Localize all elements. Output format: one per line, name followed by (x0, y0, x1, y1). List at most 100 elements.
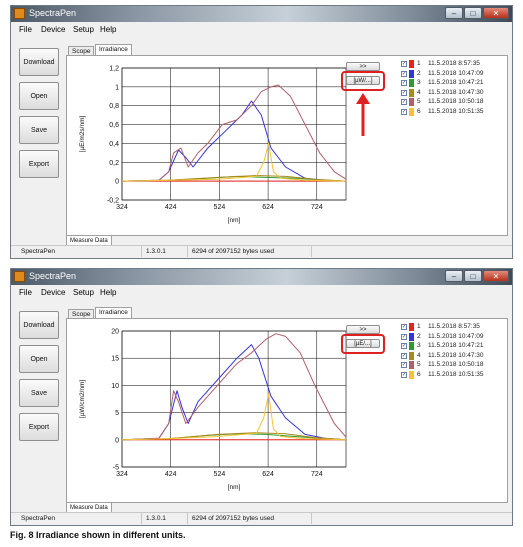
checkbox-icon[interactable]: ✓ (401, 343, 407, 349)
y-tick-label: 0 (115, 437, 119, 444)
save-button[interactable]: Save (19, 379, 59, 407)
x-tick-label: 724 (311, 204, 323, 211)
x-tick-label: 624 (262, 204, 274, 211)
maximize-button[interactable]: □ (464, 270, 482, 282)
status-version: 1.3.0.1 (141, 513, 166, 524)
open-button[interactable]: Open (19, 82, 59, 110)
series-line-5 (121, 84, 347, 182)
status-app-name: SpectraPen (21, 515, 55, 522)
expand-button[interactable]: >> (346, 62, 380, 71)
series-number: 1 (417, 60, 421, 67)
menu-help[interactable]: Help (100, 25, 117, 34)
series-timestamp: 11.5.2018 8:57:35 (428, 323, 480, 330)
y-tick-label: 0,2 (109, 160, 119, 167)
series-line-6 (121, 393, 347, 441)
menu-setup[interactable]: Setup (73, 25, 94, 34)
checkbox-icon[interactable]: ✓ (401, 362, 407, 368)
series-number: 2 (417, 332, 421, 340)
y-tick-label: 20 (111, 329, 119, 336)
download-button[interactable]: Download (19, 48, 59, 76)
save-button[interactable]: Save (19, 116, 59, 144)
minimize-button[interactable]: ‒ (445, 270, 463, 282)
irradiance-panel: -5 0 5 10 15 20 324 424 524 624 724 [nm] [µW/cm2/nm]… (66, 318, 508, 503)
irradiance-chart-bottom: -5 0 5 10 15 20 324 424 524 624 724 [nm] [µW/cm2/nm] (79, 329, 347, 491)
series-swatch (409, 323, 414, 331)
expand-button[interactable]: >> (346, 325, 380, 334)
status-bar: SpectraPen 1.3.0.1 6294 of 2097152 bytes… (11, 245, 512, 258)
checkbox-icon[interactable]: ✓ (401, 352, 407, 359)
series-line-2 (121, 344, 347, 441)
checkbox-icon[interactable]: ✓ (401, 70, 407, 77)
plot-frame (121, 67, 347, 201)
checkbox-icon[interactable]: ✓ (401, 108, 407, 115)
open-button[interactable]: Open (19, 345, 59, 373)
status-memory: 6294 of 2097152 bytes used (187, 246, 274, 257)
irradiance-chart-top: -0,2 0 0,2 0,4 0,6 0,8 1 1,2 324 424 524 624 724 [nm]… (79, 66, 347, 224)
highlight-frame (341, 71, 385, 91)
highlight-frame (341, 334, 385, 354)
minimize-button[interactable]: ‒ (445, 7, 463, 19)
x-tick-label: 324 (116, 471, 128, 478)
checkbox-icon[interactable]: ✓ (401, 333, 407, 340)
export-button[interactable]: Export (19, 413, 59, 441)
series-line-5 (121, 333, 347, 441)
status-bar: SpectraPen 1.3.0.1 6294 of 2097152 bytes… (11, 512, 512, 525)
menu-device[interactable]: Device (41, 288, 66, 297)
y-tick-label: 10 (111, 383, 119, 390)
x-tick-label: 424 (165, 204, 177, 211)
y-tick-label: -0,2 (107, 198, 119, 205)
series-number: 1 (417, 323, 421, 330)
unit-toggle-button[interactable]: [µW/...] (346, 76, 380, 85)
export-button[interactable]: Export (19, 150, 59, 178)
maximize-button[interactable]: □ (464, 7, 482, 19)
menu-help[interactable]: Help (100, 288, 117, 297)
irradiance-panel: -0,2 0 0,2 0,4 0,6 0,8 1 1,2 324 424 524 624 724 [nm]… (66, 55, 508, 236)
series-swatch (409, 351, 414, 360)
y-axis-label: [µW/cm2/nm] (79, 380, 86, 419)
series-number: 4 (417, 351, 421, 359)
series-number: 5 (417, 361, 421, 368)
checkbox-icon[interactable]: ✓ (401, 89, 407, 96)
y-tick-label: 0,8 (109, 103, 119, 110)
unit-toggle-button[interactable]: [µE/...] (346, 339, 380, 348)
app-icon (14, 271, 25, 282)
series-number: 6 (417, 370, 421, 378)
series-timestamp: 11.5.2018 10:50:18 (428, 361, 484, 368)
menu-bar: File Device Setup Help (11, 285, 512, 300)
checkbox-icon[interactable]: ✓ (401, 99, 407, 105)
series-line-6 (121, 142, 347, 182)
x-tick-label: 624 (262, 471, 274, 478)
series-swatch (409, 98, 414, 106)
menu-setup[interactable]: Setup (73, 288, 94, 297)
menu-file[interactable]: File (19, 288, 32, 297)
series-number: 3 (417, 342, 421, 349)
series-number: 3 (417, 79, 421, 86)
checkbox-icon[interactable]: ✓ (401, 80, 407, 86)
app-window-top: SpectraPen ‒ □ ✕ File Device Setup Help … (10, 5, 513, 259)
checkbox-icon[interactable]: ✓ (401, 61, 407, 67)
download-button[interactable]: Download (19, 311, 59, 339)
y-axis-label: [µE/m2s/nm] (79, 116, 86, 153)
x-axis-label: [nm] (228, 217, 241, 224)
close-button[interactable]: ✕ (483, 7, 509, 19)
menu-file[interactable]: File (19, 25, 32, 34)
window-title: SpectraPen (29, 8, 77, 18)
status-spacer (311, 513, 317, 524)
x-tick-label: 524 (214, 471, 226, 478)
x-tick-label: 324 (116, 204, 128, 211)
y-tick-label: 0 (115, 179, 119, 186)
close-button[interactable]: ✕ (483, 270, 509, 282)
status-memory: 6294 of 2097152 bytes used (187, 513, 274, 524)
tab-irradiance[interactable]: Irradiance (95, 44, 132, 56)
series-number: 2 (417, 69, 421, 77)
checkbox-icon[interactable]: ✓ (401, 324, 407, 330)
red-arrow-icon (356, 93, 370, 136)
tab-scope[interactable]: Scope (68, 309, 95, 319)
tab-scope[interactable]: Scope (68, 46, 95, 56)
tab-irradiance[interactable]: Irradiance (95, 307, 132, 319)
checkbox-icon[interactable]: ✓ (401, 371, 407, 378)
status-spacer (311, 246, 317, 257)
series-line-2 (121, 100, 347, 182)
series-timestamp: 11.5.2018 10:47:09 (428, 332, 484, 340)
menu-device[interactable]: Device (41, 25, 66, 34)
